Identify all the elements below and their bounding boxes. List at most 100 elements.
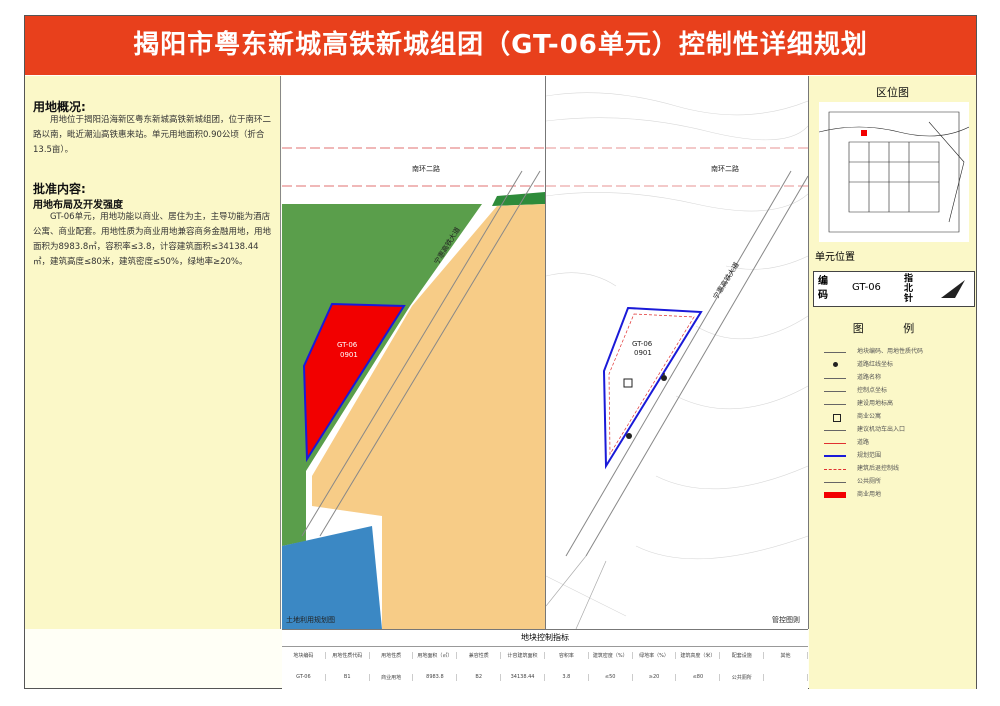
legend-label: 地块编码、用地性质代码 bbox=[857, 348, 924, 355]
legend-label: 道路 bbox=[857, 439, 870, 446]
land-use-map: 南环二路 宁惠高铁大道 GT-06 0901 土地利用规划图 bbox=[282, 76, 546, 629]
legend-panel: 区位图 单元位置 编码 GT-06 指北针 图 例 地块编码、用地性质代码 道路红… bbox=[809, 76, 976, 689]
right-plot-sub: 0901 bbox=[634, 349, 652, 357]
overview-heading: 用地概况: bbox=[33, 100, 86, 114]
legend-label: 建筑后退控制线 bbox=[857, 465, 900, 472]
residential-land-area bbox=[312, 204, 545, 629]
green-land-area bbox=[282, 204, 482, 546]
commercial-plot-gt06 bbox=[302, 302, 406, 463]
legend-label: 规划范围 bbox=[857, 452, 882, 459]
legend-symbol-icon bbox=[824, 479, 846, 483]
table-value-cell: 3.8 bbox=[545, 674, 589, 681]
right-map-caption: 管控图则 bbox=[772, 616, 800, 624]
location-heading: 区位图 bbox=[876, 86, 909, 99]
legend-symbol-icon bbox=[824, 401, 846, 405]
legend-item: 建设用地标高 bbox=[809, 398, 976, 410]
right-plot-code: GT-06 bbox=[632, 340, 653, 348]
table-header-cell: 绿地率（%） bbox=[633, 652, 677, 659]
legend-symbol-icon bbox=[824, 427, 846, 431]
table-value-cell bbox=[764, 674, 808, 681]
legend-item: 建筑后退控制线 bbox=[809, 463, 976, 475]
approval-heading: 批准内容: bbox=[33, 182, 86, 196]
title-bar: 揭阳市粤东新城高铁新城组团（GT-06单元）控制性详细规划 bbox=[25, 16, 976, 75]
unit-location-label: 单元位置 bbox=[815, 252, 855, 263]
legend-item: 道路红线坐标 bbox=[809, 359, 976, 371]
north-label: 指北针 bbox=[904, 274, 914, 304]
table-value-cell: 商业用地 bbox=[370, 674, 414, 681]
left-map-caption: 土地利用规划图 bbox=[286, 616, 335, 624]
right-road-top-label: 南环二路 bbox=[711, 165, 739, 173]
legend-item: 规划范围 bbox=[809, 450, 976, 462]
table-value-cell: B2 bbox=[457, 674, 502, 681]
legend-item: 道路名称 bbox=[809, 372, 976, 384]
legend-item: 商业用地 bbox=[809, 489, 976, 501]
table-header-cell: 计容建筑面积 bbox=[501, 652, 545, 659]
legend-heading: 图 例 bbox=[852, 322, 933, 335]
legend-symbol-icon bbox=[824, 375, 846, 379]
table-header-cell: 用地性质代码 bbox=[326, 652, 370, 659]
table-header-cell: 用地面积（㎡） bbox=[413, 652, 458, 659]
table-title: 地块控制指标 bbox=[282, 630, 808, 647]
approval-subheading: 用地布局及开发强度 bbox=[33, 200, 123, 211]
table-value-cell: 公共厕所 bbox=[720, 674, 765, 681]
green-strip bbox=[492, 192, 545, 206]
legend-symbol-icon bbox=[824, 443, 846, 444]
left-plot-code: GT-06 bbox=[337, 341, 358, 349]
legend-symbol-icon bbox=[824, 469, 846, 470]
table-value-cell: ≤80 bbox=[676, 674, 721, 681]
legend-label: 控制点坐标 bbox=[857, 387, 888, 394]
table-value-cell: 8983.8 bbox=[413, 674, 458, 681]
left-plot-sub: 0901 bbox=[340, 351, 358, 359]
table-header-cell: 其他 bbox=[764, 652, 808, 659]
legend-label: 公共厕所 bbox=[857, 478, 882, 485]
legend-label: 道路红线坐标 bbox=[857, 361, 894, 368]
legend-label: 建议机动车出入口 bbox=[857, 426, 906, 433]
control-map-svg bbox=[546, 76, 808, 629]
table-value-cell: ≥20 bbox=[633, 674, 677, 681]
legend-item: 商业公寓 bbox=[809, 411, 976, 423]
code-value: GT-06 bbox=[852, 282, 881, 293]
table-header-cell: 用地性质 bbox=[370, 652, 414, 659]
legend-symbol-icon bbox=[824, 388, 846, 392]
table-value-cell: ≤50 bbox=[589, 674, 633, 681]
table-header-cell: 地块编码 bbox=[282, 652, 326, 659]
legend-symbol-icon bbox=[833, 362, 838, 367]
legend-symbol-icon bbox=[824, 349, 846, 353]
table-header-cell: 配套设施 bbox=[720, 652, 765, 659]
control-boundary-gt06 bbox=[602, 306, 703, 470]
code-label: 编码 bbox=[818, 276, 828, 301]
table-value-cell: GT-06 bbox=[282, 674, 326, 681]
table-header-cell: 兼容性质 bbox=[457, 652, 502, 659]
legend-item: 地块编码、用地性质代码 bbox=[809, 346, 976, 358]
table-value-cell: 34138.44 bbox=[501, 674, 545, 681]
land-use-map-svg bbox=[282, 76, 545, 629]
page-title: 揭阳市粤东新城高铁新城组团（GT-06单元）控制性详细规划 bbox=[133, 30, 868, 60]
table-value-row: GT-06 B1 商业用地 8983.8 B2 34138.44 3.8 ≤50 ≥20 ≤80 公… bbox=[282, 674, 808, 681]
overview-text: 用地位于揭阳沿海新区粤东新城高铁新城组团，位于南环二路以南，毗近潮汕高铁惠来站。… bbox=[33, 115, 272, 155]
table-header-cell: 建筑密度（%） bbox=[589, 652, 633, 659]
legend-label: 商业用地 bbox=[857, 491, 882, 498]
north-arrow-icon bbox=[939, 278, 967, 304]
table-header-cell: 建筑高度（米） bbox=[676, 652, 721, 659]
table-value-cell: B1 bbox=[326, 674, 370, 681]
legend-item: 公共厕所 bbox=[809, 476, 976, 488]
legend-item: 建议机动车出入口 bbox=[809, 424, 976, 436]
control-map: 南环二路 宁惠高铁大道 GT-06 0901 管控图则 bbox=[546, 76, 809, 629]
legend-symbol-icon bbox=[824, 492, 846, 498]
legend-label: 商业公寓 bbox=[857, 413, 882, 420]
legend-item: 道路 bbox=[809, 437, 976, 449]
legend-label: 道路名称 bbox=[857, 374, 882, 381]
legend-item: 控制点坐标 bbox=[809, 385, 976, 397]
unit-info-box: 编码 GT-06 指北针 bbox=[813, 271, 975, 307]
blue-land-area bbox=[282, 526, 382, 629]
location-map bbox=[818, 102, 970, 242]
legend-label: 建设用地标高 bbox=[857, 400, 894, 407]
table-header-cell: 容积率 bbox=[545, 652, 589, 659]
table-header-row: 地块编码 用地性质代码 用地性质 用地面积（㎡） 兼容性质 计容建筑面积 容积率 建筑密度（%… bbox=[282, 652, 808, 659]
control-index-table: 地块控制指标 地块编码 用地性质代码 用地性质 用地面积（㎡） 兼容性质 计容建筑面积 容积… bbox=[282, 629, 808, 690]
approval-text: GT-06单元，用地功能以商业、居住为主，主导功能为酒店公寓、商业配套。用地性质… bbox=[33, 212, 272, 267]
left-road-top-label: 南环二路 bbox=[412, 165, 440, 173]
description-panel: 用地概况: 用地位于揭阳沿海新区粤东新城高铁新城组团，位于南环二路以南，毗近潮汕… bbox=[25, 76, 281, 629]
legend-symbol-icon bbox=[833, 414, 841, 422]
legend-symbol-icon bbox=[824, 455, 846, 457]
